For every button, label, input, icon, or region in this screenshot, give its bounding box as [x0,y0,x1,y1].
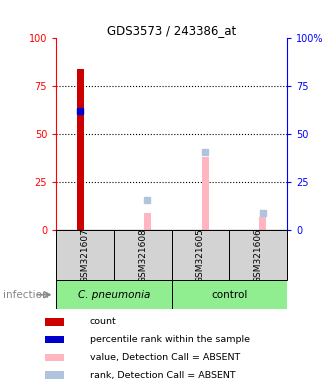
Bar [229,230,287,280]
Bar [56,230,114,280]
Title: GDS3573 / 243386_at: GDS3573 / 243386_at [107,24,236,37]
Text: control: control [211,290,248,300]
Bar [144,213,151,230]
Text: rank, Detection Call = ABSENT: rank, Detection Call = ABSENT [90,371,235,380]
Bar [45,354,64,361]
Bar [45,318,64,326]
Text: infection: infection [3,290,49,300]
Bar [259,217,266,230]
Bar [45,336,64,343]
Bar [172,280,287,309]
Text: count: count [90,317,116,326]
Text: GSM321605: GSM321605 [196,228,205,283]
Bar [56,280,172,309]
Bar [202,157,209,230]
Text: percentile rank within the sample: percentile rank within the sample [90,335,250,344]
Text: GSM321606: GSM321606 [254,228,263,283]
Bar [45,371,64,379]
Text: GSM321607: GSM321607 [81,228,89,283]
Bar [172,230,229,280]
Bar [114,230,172,280]
Bar [77,69,84,230]
Text: C. pneumonia: C. pneumonia [78,290,150,300]
Text: GSM321608: GSM321608 [138,228,147,283]
Text: value, Detection Call = ABSENT: value, Detection Call = ABSENT [90,353,240,362]
